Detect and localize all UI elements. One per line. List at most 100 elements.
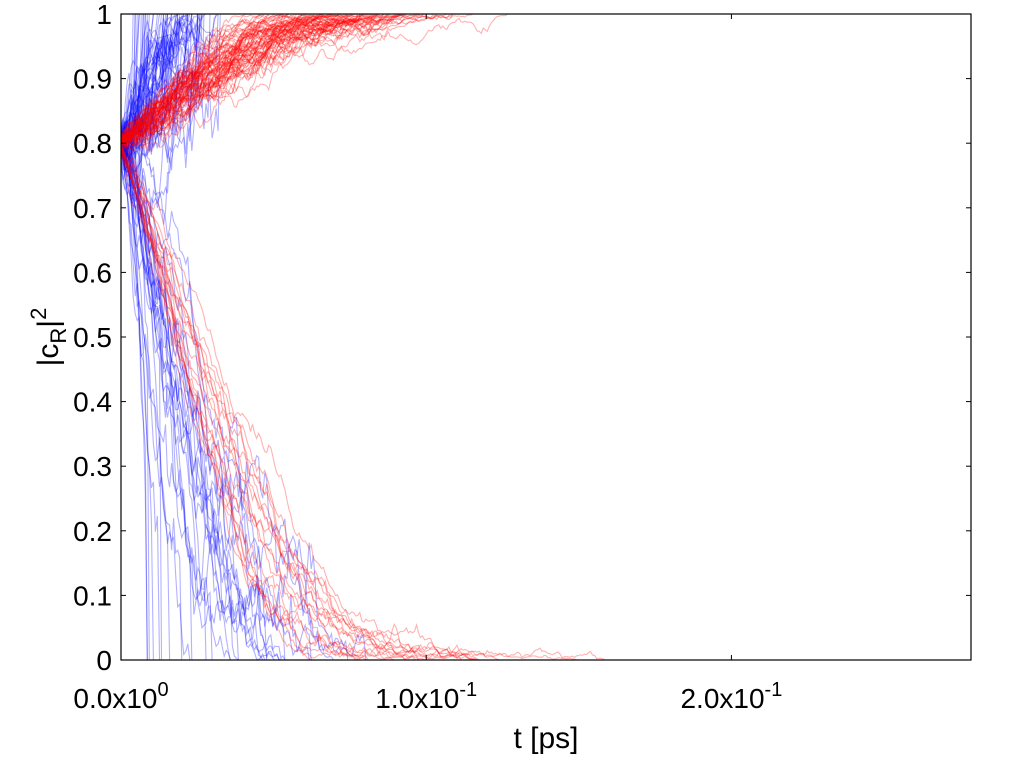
red-trajectory-line [121, 154, 971, 660]
red-trajectory-line [121, 14, 971, 144]
svg-text:|cR|2: |cR|2 [26, 308, 71, 367]
y-tick-label: 0.7 [73, 193, 112, 224]
red-trajectory-line [121, 14, 971, 144]
red-trajectory-line [121, 151, 971, 660]
red-trajectory-line [121, 14, 971, 142]
ticks-layer [120, 13, 971, 661]
y-tick-label: 1 [96, 0, 112, 30]
red-trajectory-line [121, 14, 971, 144]
red-trajectory-line [121, 144, 971, 660]
red-trajectory-line [121, 14, 971, 139]
red-trajectory-line [121, 14, 971, 146]
red-trajectory-line [121, 14, 971, 145]
blue-trajectory-line [121, 143, 971, 660]
red-trajectory-line [121, 14, 971, 144]
red-trajectory-line [121, 14, 971, 143]
red-trajectory-line [121, 14, 971, 145]
x-axis-title: t [ps] [513, 722, 578, 755]
red-trajectory-line [121, 14, 971, 144]
y-axis-title-main: |c [32, 344, 65, 367]
red-trajectory-line [121, 14, 971, 146]
red-trajectory-line [121, 14, 971, 150]
x-tick-label: 1.0x10-1 [375, 679, 477, 714]
red-trajectory-line [121, 14, 971, 141]
y-axis-title: |cR|2 [26, 308, 71, 367]
red-trajectory-line [121, 14, 971, 141]
y-tick-label: 0.6 [73, 257, 112, 288]
red-trajectory-line [121, 14, 971, 144]
red-trajectory-line [121, 14, 971, 144]
red-trajectory-line [121, 14, 971, 140]
blue-trajectory-line [121, 137, 971, 660]
x-tick-label: 2.0x10-1 [680, 679, 782, 714]
red-trajectory-line [121, 14, 971, 151]
red-trajectory-line [121, 14, 971, 142]
red-trajectory-line [121, 14, 971, 144]
red-trajectory-line [121, 14, 971, 154]
red-trajectory-line [121, 14, 971, 145]
red-trajectory-line [121, 149, 971, 660]
y-tick-label: 0.3 [73, 451, 112, 482]
red-trajectory-line [121, 14, 971, 145]
red-trajectory-line [121, 14, 971, 144]
red-trajectory-line [121, 14, 971, 142]
red-trajectory-line [121, 14, 971, 144]
red-trajectory-line [121, 14, 971, 146]
red-trajectory-line [121, 14, 971, 144]
red-trajectory-line [121, 141, 971, 660]
blue-trajectory-line [121, 126, 971, 660]
y-tick-label: 0.8 [73, 128, 112, 159]
red-trajectory-line [121, 14, 971, 145]
x-tick-label: 0.0x100 [73, 679, 168, 714]
red-trajectory-line [121, 14, 971, 148]
red-trajectory-line [121, 14, 971, 148]
red-trajectory-line [121, 14, 971, 147]
red-trajectory-line [121, 146, 971, 660]
red-trajectory-line [121, 145, 971, 660]
red-trajectory-line [121, 14, 971, 140]
red-trajectory-line [121, 14, 971, 140]
red-trajectory-line [121, 14, 971, 137]
red-trajectory-line [121, 14, 971, 141]
y-tick-label: 0.1 [73, 580, 112, 611]
red-trajectory-line [121, 14, 971, 144]
y-axis-title-subscript: R [46, 328, 71, 344]
red-trajectory-line [121, 14, 971, 144]
red-trajectory-line [121, 14, 971, 148]
red-trajectory-line [121, 14, 971, 145]
blue-trajectory-line [121, 147, 971, 660]
red-trajectory-line [121, 14, 971, 143]
red-trajectory-line [121, 14, 971, 149]
red-trajectory-line [121, 152, 971, 660]
y-tick-label: 0.4 [73, 387, 112, 418]
red-trajectory-line [121, 14, 971, 145]
red-trajectory-line [121, 14, 971, 144]
red-trajectory-line [121, 14, 971, 145]
red-trajectory-line [121, 147, 971, 660]
red-trajectory-line [121, 14, 971, 141]
red-trajectory-line [121, 14, 971, 147]
red-trajectory-line [121, 14, 971, 144]
red-trajectory-line [121, 149, 971, 660]
red-trajectory-line [121, 14, 971, 143]
red-trajectory-line [121, 148, 971, 660]
blue-trajectory-line [121, 150, 971, 660]
x-tick-labels: 0.0x100 1.0x10-1 2.0x10-1 [73, 679, 782, 714]
red-trajectory-line [121, 148, 971, 660]
red-trajectory-line [121, 14, 971, 145]
red-trajectory-line [121, 147, 971, 660]
red-trajectory-line [121, 150, 971, 660]
red-trajectory-line [121, 14, 971, 138]
red-trajectory-line [121, 14, 971, 142]
red-trajectory-line [121, 14, 971, 143]
blue-trajectory-line [121, 158, 971, 660]
blue-trajectory-line [121, 141, 971, 660]
red-trajectory-line [121, 144, 971, 660]
y-tick-labels: 0 0.1 0.2 0.3 0.4 0.5 0.6 0.7 0.8 0.9 1 [73, 0, 112, 676]
red-trajectory-line [121, 14, 971, 151]
blue-trajectory-line [121, 144, 971, 660]
series-layer [121, 14, 971, 660]
red-trajectory-line [121, 143, 971, 660]
red-trajectory-line [121, 14, 971, 146]
